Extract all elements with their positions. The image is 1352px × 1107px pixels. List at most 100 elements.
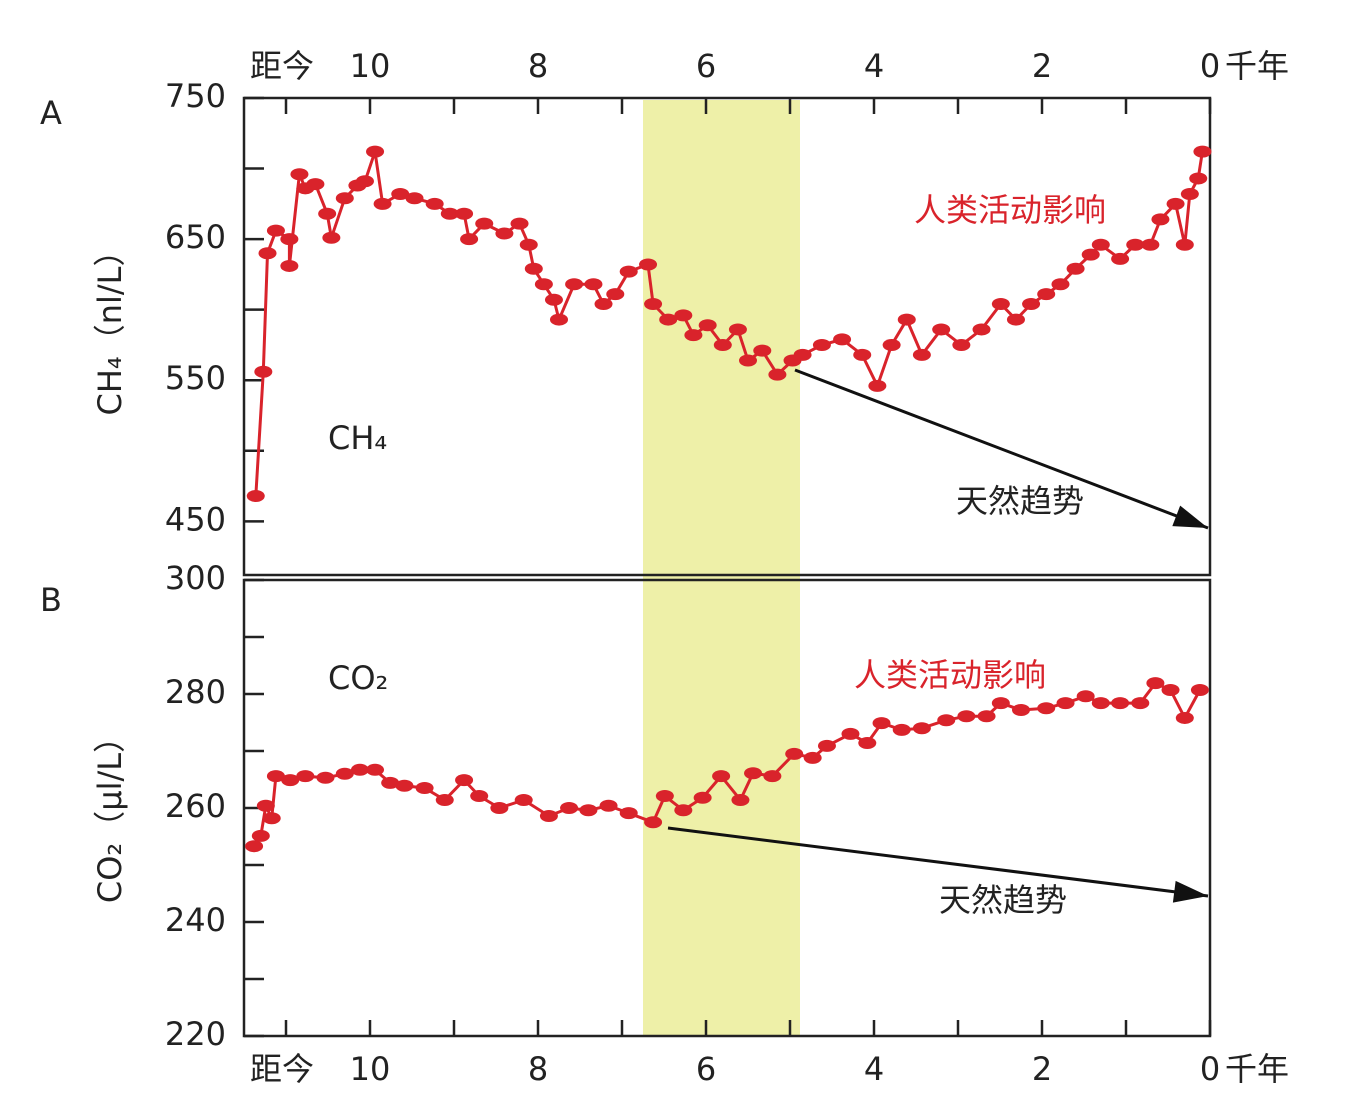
x-axis-unit: 千年 — [1225, 1050, 1289, 1088]
data-point — [366, 145, 385, 158]
data-point — [1111, 252, 1130, 265]
annotation: 天然趋势 — [939, 881, 1067, 919]
data-point — [281, 774, 300, 787]
data-point — [425, 197, 444, 210]
x-tick-label: 8 — [528, 47, 548, 85]
x-tick-label: 4 — [864, 1050, 884, 1088]
data-point — [817, 739, 836, 752]
x-axis-prefix: 距今 — [250, 1050, 314, 1088]
data-point — [306, 178, 325, 191]
data-point — [858, 737, 877, 750]
data-point — [514, 794, 533, 807]
arrow-head — [1172, 880, 1208, 903]
data-point — [793, 348, 812, 361]
y-tick-label: 240 — [165, 901, 226, 939]
y-axis-label: CH₄（nl/L） — [91, 234, 129, 415]
x-tick-label: 10 — [350, 47, 391, 85]
highlight-band — [643, 100, 800, 1036]
data-point — [355, 175, 374, 188]
data-point — [579, 804, 598, 817]
data-point — [952, 338, 971, 351]
data-point — [1037, 702, 1056, 715]
data-point — [290, 168, 309, 181]
data-point — [560, 802, 579, 814]
data-point — [266, 770, 285, 783]
data-point — [316, 771, 335, 784]
data-point — [644, 298, 663, 311]
data-point — [366, 763, 385, 776]
data-point — [455, 774, 474, 787]
data-point — [1126, 238, 1145, 251]
data-point — [882, 338, 901, 351]
data-point — [490, 802, 509, 814]
data-point — [739, 354, 757, 367]
data-point — [440, 207, 459, 220]
series-label: CO₂ — [328, 659, 388, 697]
data-point — [674, 804, 693, 817]
data-point — [763, 770, 782, 783]
data-point — [833, 333, 852, 346]
trend-arrow — [794, 368, 1209, 530]
data-point — [853, 348, 872, 361]
data-point — [1066, 262, 1085, 275]
data-point — [550, 313, 568, 326]
data-point — [245, 840, 264, 853]
x-tick-label: 0 — [1200, 47, 1220, 85]
y-axis-label: CO₂（μl/L） — [91, 721, 129, 903]
data-point — [322, 231, 341, 244]
data-point — [872, 717, 891, 730]
data-point — [391, 187, 410, 200]
x-axis-prefix: 距今 — [250, 47, 314, 85]
data-point — [475, 217, 494, 230]
y-tick-label: 220 — [165, 1015, 226, 1053]
data-point — [1161, 684, 1180, 697]
data-point — [1175, 711, 1194, 724]
data-point — [932, 323, 951, 336]
y-tick-label: 750 — [165, 77, 226, 115]
data-point — [1131, 697, 1150, 710]
data-point — [1166, 197, 1185, 210]
plot-frame — [242, 96, 1212, 577]
data-point — [812, 338, 831, 351]
data-point — [1056, 697, 1075, 710]
data-point — [405, 192, 424, 205]
data-point — [256, 799, 275, 812]
data-point — [937, 714, 956, 727]
data-point — [335, 767, 354, 780]
data-point — [1189, 172, 1208, 185]
data-point — [258, 247, 277, 260]
arrow-head — [1172, 505, 1208, 528]
data-point — [1111, 697, 1130, 710]
data-point — [1081, 248, 1100, 261]
data-point — [744, 767, 763, 780]
data-point — [1076, 690, 1095, 703]
data-point — [803, 751, 822, 764]
x-tick-label: 2 — [1032, 47, 1052, 85]
data-point — [639, 258, 658, 271]
data-point — [280, 259, 299, 272]
annotation: 人类活动影响 — [854, 656, 1046, 694]
data-point — [584, 278, 603, 291]
y-tick-label: 650 — [165, 218, 226, 256]
data-point — [565, 278, 584, 291]
y-tick-label: 300 — [165, 559, 226, 597]
data-point — [1175, 238, 1194, 251]
data-point — [594, 298, 613, 311]
data-point — [693, 791, 712, 804]
data-point — [655, 790, 674, 803]
y-tick-label: 450 — [165, 500, 226, 538]
annotation: 人类活动影响 — [914, 191, 1106, 229]
data-point — [1190, 684, 1209, 697]
data-point — [1193, 145, 1212, 158]
data-point — [1091, 238, 1110, 251]
x-tick-label: 6 — [696, 1050, 716, 1088]
data-point — [519, 238, 538, 251]
x-tick-label: 0 — [1200, 1050, 1220, 1088]
data-point — [1051, 278, 1070, 291]
data-point — [684, 329, 703, 342]
data-point — [1012, 703, 1030, 716]
data-point — [712, 770, 731, 783]
data-point — [246, 489, 265, 502]
data-point — [644, 816, 663, 829]
